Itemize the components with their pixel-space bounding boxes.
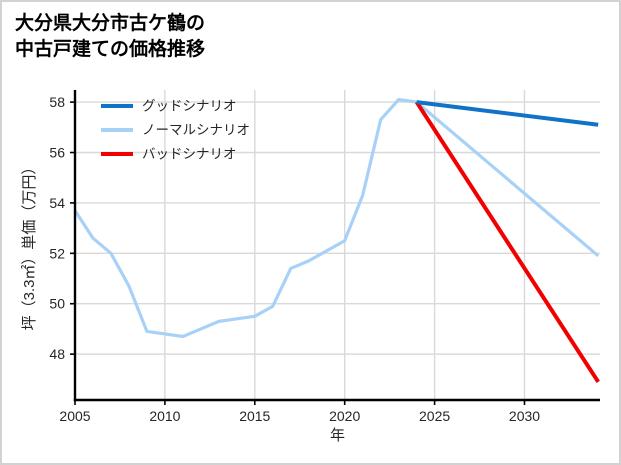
x-tick-label: 2005: [59, 408, 90, 424]
chart-axes-spines: [73, 90, 600, 402]
legend-label-1: ノーマルシナリオ: [142, 123, 250, 138]
x-tick-label: 2015: [239, 408, 270, 424]
chart-title-line2: 中古戸建ての価格推移: [15, 39, 206, 61]
legend-label-2: バッドシナリオ: [142, 147, 237, 162]
x-tick-label: 2025: [419, 408, 450, 424]
chart-title: 大分県大分市古ケ鶴の 中古戸建ての価格推移: [15, 11, 205, 63]
chart-title-line1: 大分県大分市古ケ鶴の: [15, 13, 206, 34]
chart-tick-marks: [70, 101, 526, 405]
series-line-2: [414, 101, 600, 383]
x-tick-label: 2010: [149, 408, 180, 424]
y-tick-label: 48: [49, 346, 65, 362]
x-tick-label: 2030: [509, 408, 540, 424]
chart-gridlines: [74, 90, 600, 400]
y-tick-label: 52: [49, 245, 65, 261]
y-tick-label: 58: [49, 94, 65, 110]
y-tick-label: 54: [49, 195, 65, 211]
x-axis-label: 年: [330, 427, 345, 444]
series-line-1: [73, 97, 600, 339]
y-axis-label: 坪（3.3㎡）単価（万円）: [21, 160, 38, 331]
series-line-0: [416, 100, 599, 127]
y-tick-label: 50: [49, 296, 65, 312]
legend-label-0: グッドシナリオ: [142, 99, 237, 114]
y-tick-label: 56: [49, 145, 65, 161]
chart-series-lines: [73, 97, 600, 383]
x-tick-label: 2020: [329, 408, 360, 424]
chart-tick-labels: 2005 2010 2015 2020 2025 2030 48 50 52 54 56 58: [49, 94, 540, 424]
